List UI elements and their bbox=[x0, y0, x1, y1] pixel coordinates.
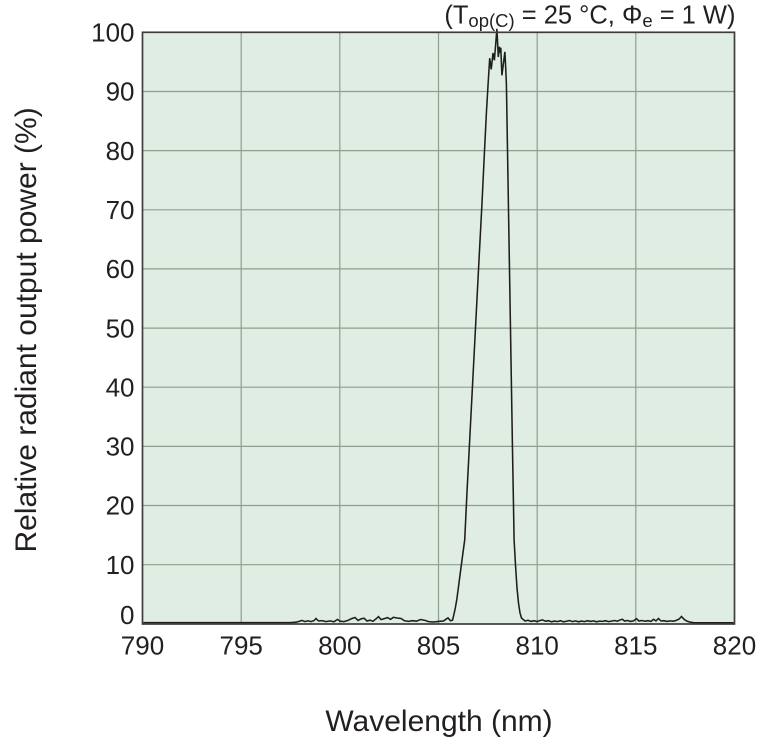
svg-text:795: 795 bbox=[220, 631, 263, 661]
svg-text:805: 805 bbox=[417, 631, 460, 661]
svg-text:50: 50 bbox=[106, 313, 135, 343]
svg-text:10: 10 bbox=[106, 550, 135, 580]
svg-text:30: 30 bbox=[106, 432, 135, 462]
svg-text:100: 100 bbox=[91, 18, 134, 48]
svg-text:(Top(C) = 25 °C, Φe = 1 W): (Top(C) = 25 °C, Φe = 1 W) bbox=[444, 1, 735, 31]
svg-text:790: 790 bbox=[121, 631, 164, 661]
svg-text:810: 810 bbox=[516, 631, 559, 661]
svg-text:Wavelength (nm): Wavelength (nm) bbox=[325, 705, 552, 738]
svg-text:60: 60 bbox=[106, 254, 135, 284]
svg-text:20: 20 bbox=[106, 491, 135, 521]
svg-text:0: 0 bbox=[120, 600, 134, 630]
svg-text:40: 40 bbox=[106, 372, 135, 402]
svg-text:70: 70 bbox=[106, 195, 135, 225]
svg-text:800: 800 bbox=[318, 631, 361, 661]
svg-text:820: 820 bbox=[713, 631, 756, 661]
svg-text:90: 90 bbox=[106, 77, 135, 107]
svg-text:80: 80 bbox=[106, 136, 135, 166]
svg-text:815: 815 bbox=[614, 631, 657, 661]
svg-text:Relative radiant output power: Relative radiant output power (%) bbox=[10, 107, 43, 552]
